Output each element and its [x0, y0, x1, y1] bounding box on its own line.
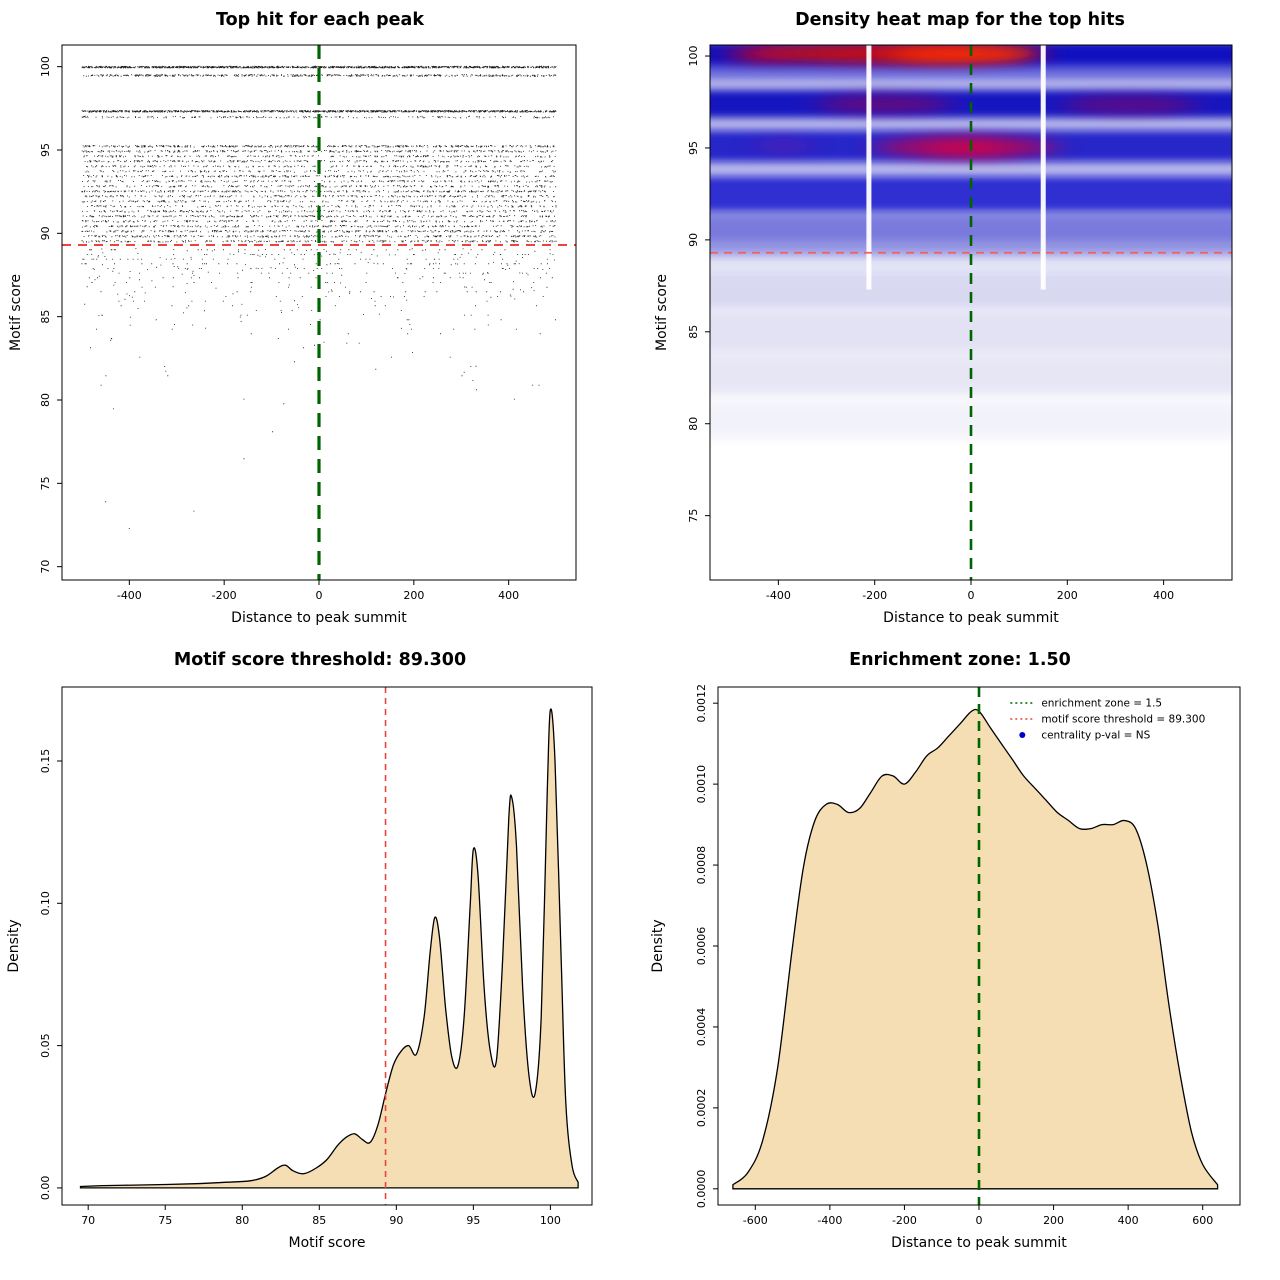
y-tick-label: 0.00	[39, 1176, 52, 1201]
y-tick-label: 75	[687, 509, 700, 523]
heatmap-gap	[1040, 45, 1046, 290]
x-tick-label: 400	[498, 589, 519, 602]
density-curve	[79, 708, 579, 1189]
top-hit-scatter-plot: -400 -200 0 200 400 70 75 80 85 90 95 100 Distance t…	[8, 44, 577, 626]
axes: 70 75 80 85 90 95 100 0.00 0.05 0.10 0.15 Motif sco…	[6, 686, 593, 1251]
x-tick-label: 95	[466, 1214, 480, 1227]
y-tick-label: 0.0012	[695, 684, 708, 723]
y-tick-label: 0.15	[39, 749, 52, 774]
panel-top-hit-scatter: Top hit for each peak -400 -200 0 200 400 70 7…	[0, 0, 640, 640]
y-axis-label: Motif score	[8, 274, 24, 351]
y-tick-label: 100	[687, 46, 700, 67]
heatmap-layer	[710, 45, 1232, 580]
x-tick-label: 200	[403, 589, 424, 602]
y-tick-label: 0.0008	[695, 846, 708, 885]
heat-hotspot	[1062, 95, 1198, 114]
x-tick-label: -200	[892, 1214, 917, 1227]
legend-label: enrichment zone = 1.5	[1041, 698, 1162, 710]
y-tick-label: 80	[687, 417, 700, 431]
legend-key-point	[1019, 732, 1026, 738]
distance-density-title: Enrichment zone: 1.50	[849, 650, 1071, 670]
y-tick-label: 0.0004	[695, 1008, 708, 1047]
x-tick-label: 75	[158, 1214, 172, 1227]
axes: -600 -400 -200 0 200 400 600 0.0000 0.0002 0.0004…	[650, 684, 1241, 1251]
x-tick-label: 80	[235, 1214, 249, 1227]
x-tick-label: 600	[1192, 1214, 1213, 1227]
plot-box	[61, 686, 593, 1206]
y-axis-label: Density	[6, 919, 22, 972]
heat-hotspot	[816, 94, 952, 114]
density-curve	[732, 708, 1219, 1190]
legend-label: centrality p-val = NS	[1041, 730, 1150, 742]
x-tick-label: -400	[766, 589, 791, 602]
score-density-title: Motif score threshold: 89.300	[173, 650, 467, 670]
y-tick-label: 75	[39, 476, 52, 490]
x-tick-label: -200	[862, 589, 887, 602]
y-tick-label: 95	[687, 141, 700, 155]
x-axis-label: Distance to peak summit	[231, 610, 407, 626]
axes: -400 -200 0 200 400 70 75 80 85 90 95 100 Distance t…	[8, 44, 577, 626]
y-tick-label: 0.0010	[695, 765, 708, 804]
y-tick-label: 0.05	[39, 1033, 52, 1058]
heat-hotspot	[922, 140, 1010, 156]
x-tick-label: 400	[1118, 1214, 1139, 1227]
y-tick-label: 80	[39, 393, 52, 407]
y-tick-label: 85	[39, 310, 52, 324]
x-axis-label: Distance to peak summit	[891, 1235, 1067, 1251]
y-tick-label: 100	[39, 56, 52, 77]
y-tick-label: 90	[39, 226, 52, 240]
x-tick-label: 0	[976, 1214, 983, 1227]
y-tick-label: 0.0000	[695, 1170, 708, 1209]
y-tick-label: 0.10	[39, 891, 52, 916]
y-tick-label: 0.0006	[695, 927, 708, 966]
x-tick-label: 200	[1057, 589, 1078, 602]
x-tick-label: 200	[1043, 1214, 1064, 1227]
legend: enrichment zone = 1.5 motif score thresho…	[1010, 698, 1205, 742]
panel-score-density: Motif score threshold: 89.300 70 75 80 85 90…	[0, 640, 640, 1280]
x-tick-label: 70	[81, 1214, 95, 1227]
scatter-title: Top hit for each peak	[216, 10, 424, 30]
x-tick-label: 0	[968, 589, 975, 602]
scatter-points	[81, 65, 557, 529]
panel-density-heatmap: Density heat map for the top hits -400 -2…	[640, 0, 1280, 640]
x-tick-label: 85	[312, 1214, 326, 1227]
x-tick-label: -200	[212, 589, 237, 602]
axes: -400 -200 0 200 400 75 80 85 90 95 100 Distance to …	[654, 44, 1233, 626]
score-density-plot: 70 75 80 85 90 95 100 0.00 0.05 0.10 0.15 Motif sco…	[6, 686, 593, 1251]
x-tick-label: -400	[117, 589, 142, 602]
x-tick-label: 90	[389, 1214, 403, 1227]
y-axis-label: Motif score	[654, 274, 670, 351]
heat-hotspot	[754, 138, 813, 154]
heatmap-title: Density heat map for the top hits	[795, 10, 1125, 30]
y-tick-label: 70	[39, 560, 52, 574]
x-tick-label: 400	[1153, 589, 1174, 602]
heat-hotspot	[725, 45, 793, 63]
x-tick-label: -600	[743, 1214, 768, 1227]
legend-label: motif score threshold = 89.300	[1041, 714, 1205, 726]
y-tick-label: 90	[687, 233, 700, 247]
x-tick-label: 0	[316, 589, 323, 602]
panel-distance-density: Enrichment zone: 1.50 enrichment zone = …	[640, 640, 1280, 1280]
distance-density-plot: enrichment zone = 1.5 motif score thresho…	[650, 684, 1241, 1251]
x-axis-label: Distance to peak summit	[883, 610, 1059, 626]
heatmap-gap	[866, 45, 872, 290]
density-heatmap-plot: -400 -200 0 200 400 75 80 85 90 95 100 Distance to …	[654, 44, 1233, 626]
y-tick-label: 85	[687, 325, 700, 339]
x-axis-label: Motif score	[288, 1235, 365, 1251]
heat-hotspot	[889, 45, 1034, 63]
x-tick-label: 100	[540, 1214, 561, 1227]
x-tick-label: -400	[817, 1214, 842, 1227]
y-tick-label: 0.0002	[695, 1089, 708, 1128]
y-axis-label: Density	[650, 919, 666, 972]
y-tick-label: 95	[39, 143, 52, 157]
